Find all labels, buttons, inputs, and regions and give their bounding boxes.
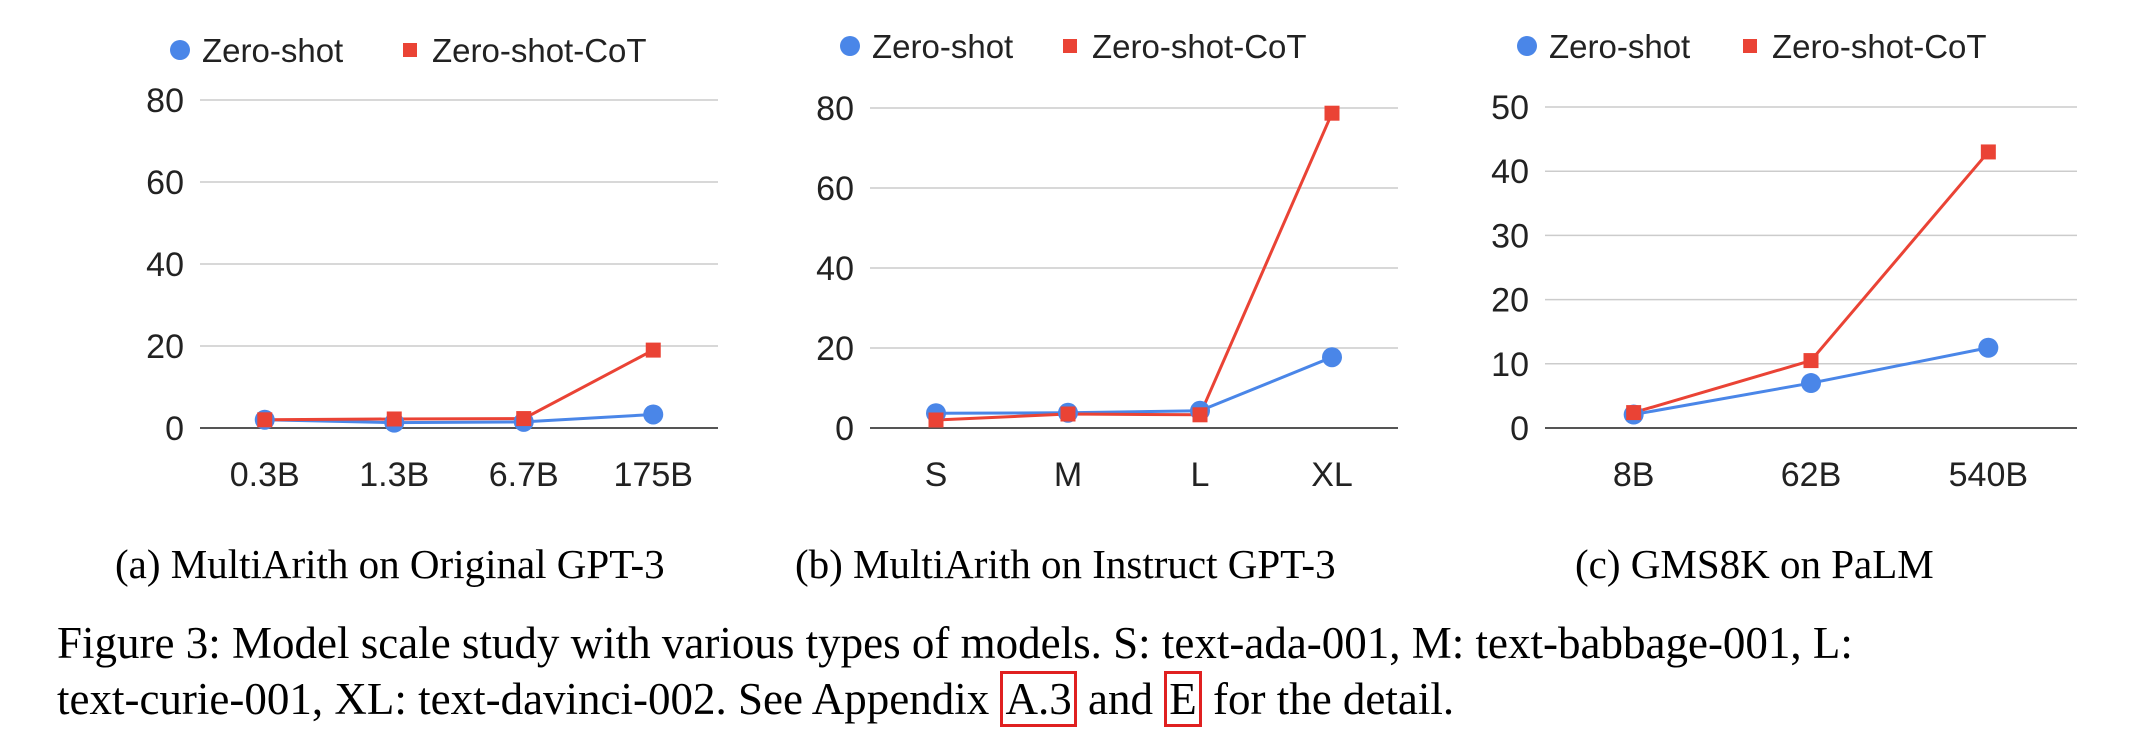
legend-zero-shot-cot-icon [1063, 39, 1077, 53]
caption-line-2-end: for the detail. [1201, 674, 1455, 724]
y-tick-label: 0 [1510, 410, 1529, 448]
legend-zero-shot-label: Zero-shot [1549, 28, 1690, 65]
legend-zero-shot-cot-label: Zero-shot-CoT [432, 32, 647, 69]
x-tick-label: 175B [614, 456, 693, 494]
zero-shot-cot-point [257, 412, 273, 428]
appendix-a3-link[interactable]: A.3 [1000, 671, 1077, 727]
y-tick-label: 50 [1491, 89, 1529, 127]
x-tick-label: S [925, 456, 948, 494]
zero-shot-point [1978, 337, 1999, 358]
y-tick-label: 40 [1491, 153, 1529, 191]
zero-shot-cot-point [1060, 406, 1076, 422]
zero-shot-point [1322, 347, 1342, 368]
legend-zero-shot-icon [1517, 36, 1537, 56]
zero-shot-point [643, 404, 664, 425]
y-tick-label: 10 [1491, 346, 1529, 384]
legend-zero-shot-cot-label: Zero-shot-CoT [1772, 28, 1987, 65]
y-tick-label: 0 [835, 410, 854, 448]
zero-shot-cot-point [516, 411, 532, 427]
x-tick-label: 1.3B [359, 456, 429, 494]
x-tick-label: 0.3B [230, 456, 300, 494]
legend-zero-shot-cot-icon [1743, 39, 1757, 53]
legend-zero-shot-icon [170, 40, 190, 60]
caption-and: and [1076, 674, 1165, 724]
y-tick-label: 60 [816, 170, 854, 208]
charts-area: 0 20 40 60 80 0.3B 1.3B 6.7B 175B Zero-shot Zero-s… [146, 28, 2077, 494]
subcaption-c: (c) GMS8K on PaLM [1575, 541, 1934, 587]
zero-shot-cot-point [1324, 105, 1340, 121]
legend-zero-shot-cot-icon [403, 43, 417, 57]
subcaption-a: (a) MultiArith on Original GPT-3 [115, 541, 665, 587]
y-tick-label: 20 [1491, 282, 1529, 320]
legend-zero-shot-icon [840, 36, 860, 56]
x-tick-label: L [1191, 456, 1210, 494]
x-tick-label: XL [1311, 456, 1353, 494]
y-tick-label: 80 [146, 82, 184, 120]
zero-shot-cot-point [386, 411, 402, 427]
y-tick-label: 40 [816, 250, 854, 288]
x-tick-label: 8B [1613, 456, 1655, 494]
y-tick-label: 40 [146, 246, 184, 284]
zero-shot-point [1801, 373, 1821, 394]
caption-line-2-start: text-curie-001, XL: text-davinci-002. Se… [57, 674, 1001, 724]
caption-line-2: text-curie-001, XL: text-davinci-002. Se… [57, 671, 2097, 727]
series-line-zero-shot-cot [935, 112, 1334, 422]
caption-line-1: Figure 3: Model scale study with various… [57, 618, 1853, 668]
legend-zero-shot-label: Zero-shot [202, 32, 343, 69]
zero-shot-cot-point [1192, 407, 1208, 423]
series-line-zero-shot [935, 355, 1333, 415]
appendix-e-link[interactable]: E [1164, 671, 1202, 727]
zero-shot-cot-point [1803, 353, 1819, 369]
figure-caption: Figure 3: Model scale study with various… [57, 615, 2097, 727]
y-tick-label: 0 [165, 410, 184, 448]
zero-shot-cot-point [928, 412, 944, 428]
y-tick-label: 30 [1491, 217, 1529, 255]
y-tick-label: 20 [816, 330, 854, 368]
x-tick-label: 6.7B [489, 456, 559, 494]
series-line-zero-shot [264, 412, 654, 425]
zero-shot-cot-point [1980, 144, 1996, 160]
y-tick-label: 20 [146, 328, 184, 366]
y-tick-label: 60 [146, 164, 184, 202]
x-tick-label: M [1054, 456, 1082, 494]
x-tick-label: 62B [1781, 456, 1842, 494]
zero-shot-cot-point [645, 342, 661, 358]
y-tick-label: 80 [816, 90, 854, 128]
series-line-zero-shot-cot [264, 348, 654, 422]
x-tick-label: 540B [1949, 456, 2028, 494]
legend-zero-shot-cot-label: Zero-shot-CoT [1092, 28, 1307, 65]
zero-shot-cot-point [1626, 405, 1642, 421]
legend-zero-shot-label: Zero-shot [872, 28, 1013, 65]
subcaption-b: (b) MultiArith on Instruct GPT-3 [795, 541, 1336, 587]
